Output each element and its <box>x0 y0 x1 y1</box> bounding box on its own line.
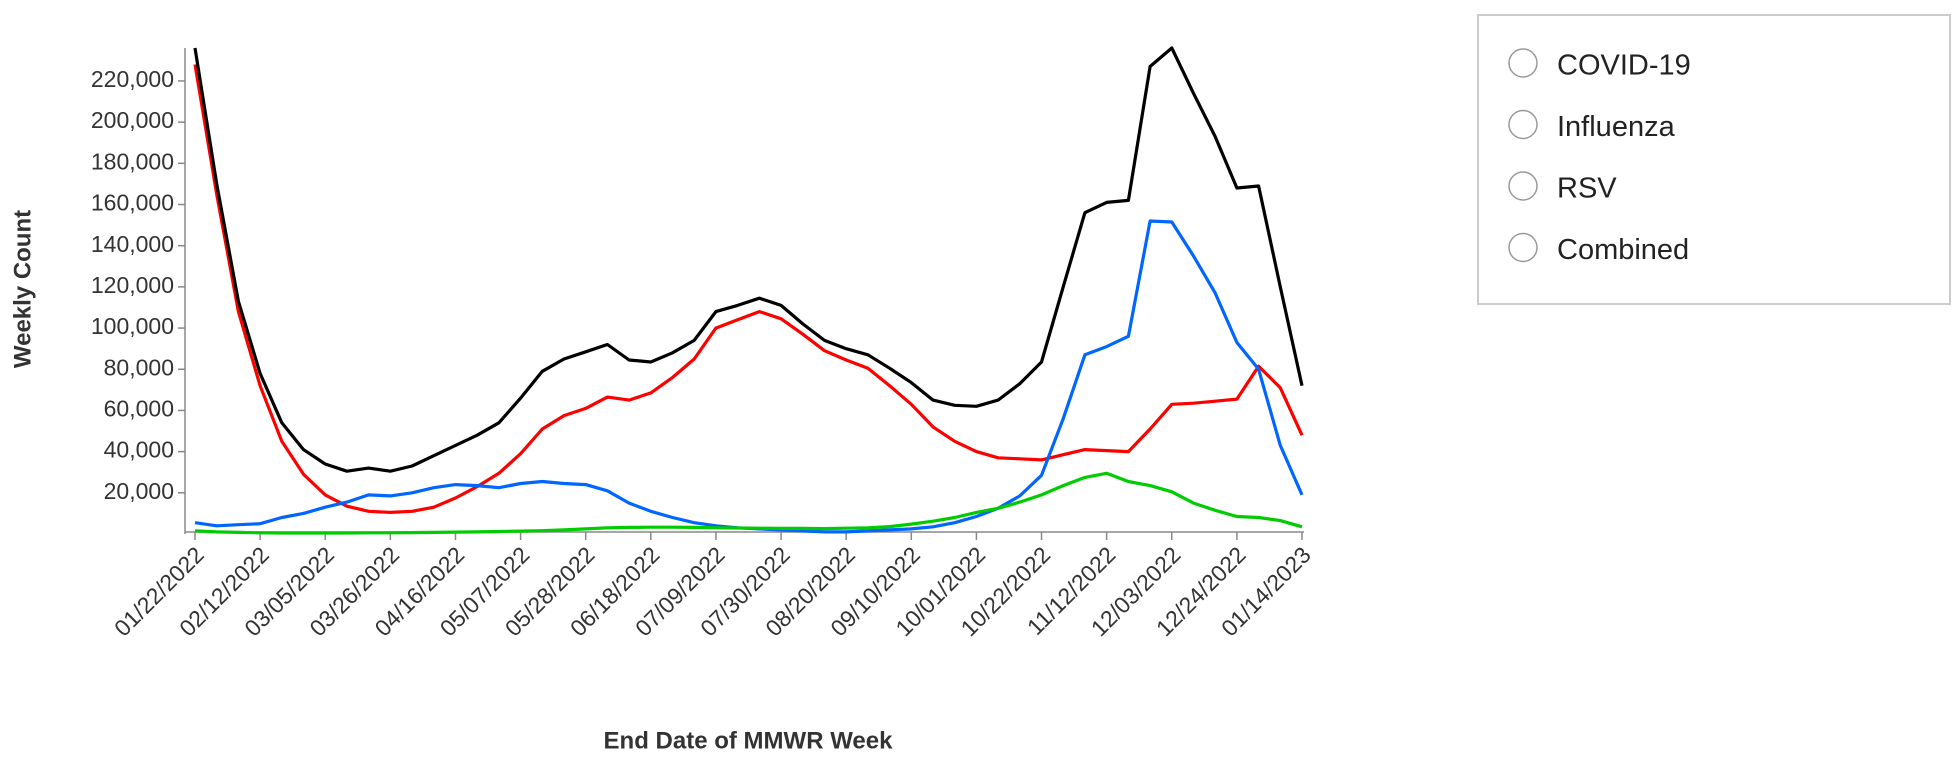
series-line <box>193 46 1304 473</box>
y-tick-label: 140,000 <box>91 231 174 257</box>
y-axis-title: Weekly Count <box>9 210 36 368</box>
y-tick-label: 160,000 <box>91 190 174 216</box>
legend-label[interactable]: Influenza <box>1557 111 1676 143</box>
legend-box <box>1477 14 1951 305</box>
legend-label[interactable]: Combined <box>1557 234 1689 266</box>
y-tick-label: 20,000 <box>104 478 174 504</box>
y-tick-label: 220,000 <box>91 66 174 92</box>
series-line <box>194 471 1303 535</box>
legend-radio[interactable] <box>1508 232 1538 263</box>
x-axis-title: End Date of MMWR Week <box>604 727 894 754</box>
legend-radio[interactable] <box>1508 48 1538 78</box>
y-tick-label: 80,000 <box>104 354 174 380</box>
y-tick-label: 180,000 <box>91 148 174 174</box>
y-tick-label: 40,000 <box>104 437 174 463</box>
series-line <box>193 64 1304 514</box>
legend-radio[interactable] <box>1508 171 1538 201</box>
y-tick-label: 60,000 <box>104 396 174 422</box>
y-tick-label: 200,000 <box>91 107 174 133</box>
y-tick-label: 100,000 <box>91 313 174 339</box>
legend-label[interactable]: RSV <box>1557 173 1617 205</box>
series-line <box>194 219 1304 534</box>
y-tick-label: 120,000 <box>91 272 174 298</box>
legend-label[interactable]: COVID-19 <box>1557 50 1691 82</box>
legend-radio[interactable] <box>1508 109 1538 140</box>
